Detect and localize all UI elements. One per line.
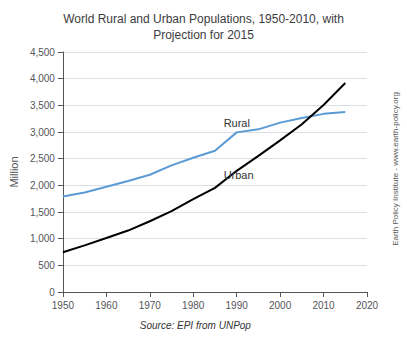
svg-text:2,000: 2,000 bbox=[30, 180, 55, 191]
svg-text:500: 500 bbox=[38, 260, 55, 271]
svg-text:1960: 1960 bbox=[95, 300, 118, 311]
svg-text:1970: 1970 bbox=[139, 300, 162, 311]
svg-text:3,000: 3,000 bbox=[30, 127, 55, 138]
svg-text:1980: 1980 bbox=[182, 300, 205, 311]
svg-text:0: 0 bbox=[49, 287, 55, 298]
svg-text:Million: Million bbox=[8, 156, 20, 187]
svg-text:Earth Policy Institute - www.e: Earth Policy Institute - www.earth-polic… bbox=[391, 92, 400, 246]
svg-text:Projection for 2015: Projection for 2015 bbox=[153, 28, 254, 42]
svg-text:2020: 2020 bbox=[356, 300, 379, 311]
svg-text:2010: 2010 bbox=[312, 300, 335, 311]
svg-text:4,000: 4,000 bbox=[30, 73, 55, 84]
svg-text:Source: EPI from UNPop: Source: EPI from UNPop bbox=[140, 320, 252, 331]
svg-text:1,000: 1,000 bbox=[30, 233, 55, 244]
svg-text:3,500: 3,500 bbox=[30, 100, 55, 111]
svg-text:World Rural and Urban Populati: World Rural and Urban Populations, 1950-… bbox=[63, 12, 344, 26]
svg-text:2,500: 2,500 bbox=[30, 153, 55, 164]
svg-text:Rural: Rural bbox=[224, 117, 250, 129]
svg-text:4,500: 4,500 bbox=[30, 47, 55, 58]
svg-text:1950: 1950 bbox=[52, 300, 75, 311]
svg-text:Urban: Urban bbox=[224, 169, 254, 181]
svg-text:1,500: 1,500 bbox=[30, 207, 55, 218]
svg-text:2000: 2000 bbox=[269, 300, 292, 311]
svg-text:1990: 1990 bbox=[226, 300, 249, 311]
